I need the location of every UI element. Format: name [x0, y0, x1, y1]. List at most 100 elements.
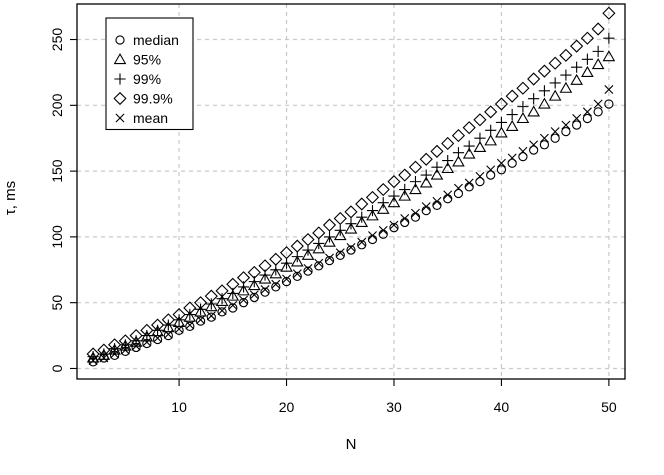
- point-triangle: [247, 279, 261, 291]
- point-cross: [518, 146, 528, 156]
- point-triangle: [516, 111, 530, 124]
- point-diamond: [97, 343, 111, 357]
- point-circle: [582, 113, 593, 124]
- point-plus: [270, 264, 282, 276]
- point-cross: [443, 190, 453, 200]
- point-triangle: [376, 202, 390, 214]
- point-plus: [205, 298, 217, 310]
- point-diamond: [365, 190, 380, 205]
- point-cross: [196, 315, 206, 325]
- data-points: [86, 6, 616, 367]
- point-triangle: [581, 65, 594, 78]
- point-plus: [452, 147, 465, 159]
- point-diamond: [473, 113, 487, 127]
- point-cross: [464, 178, 474, 188]
- point-triangle: [484, 134, 498, 146]
- point-triangle: [204, 300, 218, 312]
- point-diamond: [570, 39, 584, 53]
- point-triangle: [419, 176, 433, 188]
- point-triangle: [548, 89, 562, 101]
- point-cross: [453, 183, 463, 193]
- point-diamond: [193, 296, 208, 310]
- point-diamond: [226, 277, 240, 291]
- point-plus: [495, 116, 508, 129]
- point-cross: [378, 225, 388, 235]
- point-triangle: [538, 97, 551, 109]
- point-triangle: [505, 119, 519, 131]
- point-cross: [325, 253, 334, 263]
- point-triangle: [495, 126, 508, 138]
- point-triangle: [312, 242, 326, 254]
- point-diamond: [129, 328, 143, 343]
- legend-symbol-plus: [114, 73, 126, 85]
- point-cross: [110, 349, 120, 359]
- point-triangle: [441, 161, 455, 174]
- point-plus: [571, 61, 583, 73]
- point-triangle: [183, 310, 197, 322]
- point-plus: [549, 77, 561, 89]
- point-triangle: [333, 229, 347, 241]
- point-cross: [561, 120, 571, 130]
- point-diamond: [344, 205, 358, 219]
- y-tick-label: 250: [49, 28, 65, 52]
- point-circle: [357, 240, 367, 250]
- legend-label: 99.9%: [133, 91, 173, 107]
- point-circle: [550, 133, 560, 143]
- point-cross: [507, 153, 517, 163]
- point-plus: [560, 69, 572, 81]
- point-cross: [475, 171, 485, 181]
- point-circle: [572, 120, 582, 130]
- point-plus: [356, 211, 368, 223]
- point-diamond: [269, 252, 283, 266]
- point-diamond: [140, 323, 154, 337]
- point-cross: [539, 133, 549, 143]
- point-cross: [99, 353, 109, 363]
- point-plus: [506, 108, 518, 121]
- point-plus: [399, 183, 411, 196]
- legend-label: median: [133, 32, 179, 48]
- point-cross: [550, 127, 560, 137]
- point-cross: [432, 196, 442, 206]
- point-diamond: [376, 182, 390, 197]
- point-triangle: [473, 140, 487, 153]
- point-cross: [357, 237, 367, 247]
- point-circle: [539, 140, 550, 150]
- point-cross: [292, 269, 302, 279]
- x-tick-label: 10: [171, 399, 187, 415]
- legend-label: mean: [133, 110, 168, 126]
- point-cross: [120, 345, 130, 355]
- point-triangle: [559, 81, 573, 93]
- point-plus: [528, 93, 540, 105]
- point-diamond: [527, 72, 541, 86]
- point-circle: [410, 212, 421, 222]
- point-cross: [153, 333, 163, 343]
- point-triangle: [290, 255, 304, 267]
- point-plus: [388, 190, 400, 202]
- point-plus: [345, 218, 357, 230]
- point-circle: [443, 194, 453, 204]
- point-diamond: [118, 334, 132, 348]
- point-cross: [314, 258, 324, 268]
- point-circle: [496, 165, 507, 175]
- point-plus: [377, 197, 389, 209]
- point-cross: [582, 107, 592, 117]
- point-diamond: [333, 211, 347, 226]
- point-cross: [346, 242, 356, 252]
- point-circle: [314, 261, 324, 271]
- y-tick-label: 100: [49, 225, 65, 249]
- point-circle: [152, 334, 163, 345]
- point-triangle: [452, 155, 465, 167]
- point-diamond: [387, 175, 401, 189]
- point-cross: [368, 231, 377, 241]
- point-plus: [431, 161, 443, 173]
- point-circle: [400, 217, 410, 228]
- series-mean: [88, 85, 614, 366]
- point-diamond: [279, 246, 294, 260]
- point-plus: [109, 343, 121, 355]
- series-95%: [86, 50, 616, 363]
- point-circle: [324, 255, 335, 266]
- point-diamond: [258, 259, 272, 273]
- point-cross: [142, 337, 152, 347]
- point-cross: [593, 99, 603, 109]
- point-circle: [217, 307, 227, 317]
